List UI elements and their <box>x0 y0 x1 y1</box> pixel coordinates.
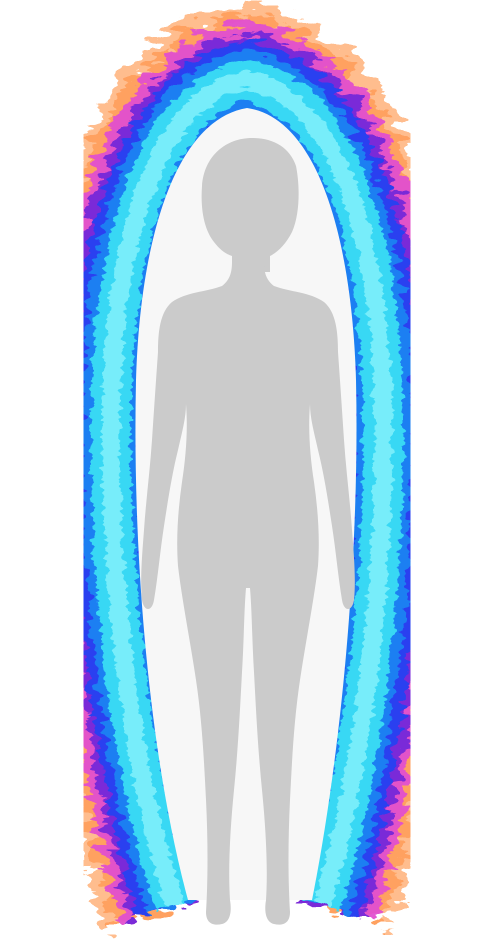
aura-bands <box>35 5 459 929</box>
human-silhouette-icon <box>141 138 355 925</box>
body-shape <box>141 262 355 925</box>
head-shape <box>201 138 299 272</box>
aura-band <box>101 71 393 908</box>
